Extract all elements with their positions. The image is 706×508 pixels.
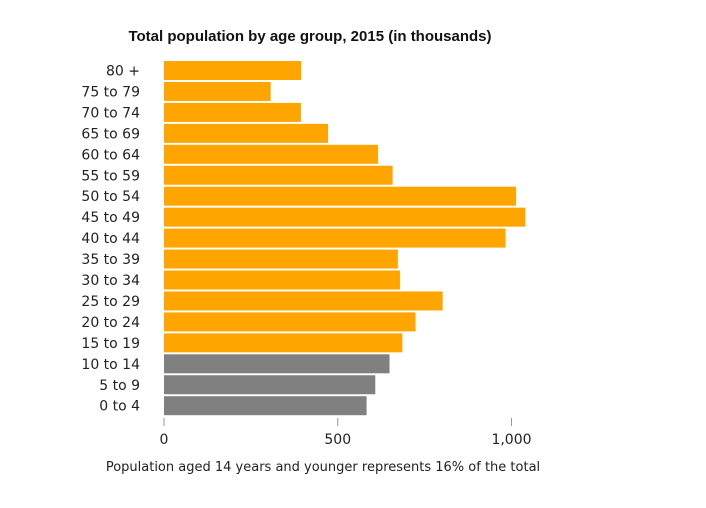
category-label: 60 to 64 xyxy=(81,147,140,163)
category-label: 70 to 74 xyxy=(81,105,140,121)
category-labels: 80 + 75 to 79 70 to 74 65 to 69 60 to 64 55 t… xyxy=(81,64,140,415)
bar-55-to-59 xyxy=(164,165,393,185)
category-label: 30 to 34 xyxy=(81,273,140,289)
bars-group xyxy=(164,61,526,416)
x-tick-label: 0 xyxy=(160,432,169,448)
bar-0-to-4 xyxy=(164,396,367,416)
category-label: 75 to 79 xyxy=(81,84,140,100)
bar-80 xyxy=(164,61,302,80)
bar-45-to-49 xyxy=(164,207,526,227)
category-label: 55 to 59 xyxy=(81,168,140,184)
category-label: 0 to 4 xyxy=(99,399,140,415)
category-label: 40 to 44 xyxy=(81,231,140,247)
category-label: 15 to 19 xyxy=(81,336,140,352)
bar-25-to-29 xyxy=(164,291,443,311)
category-label: 5 to 9 xyxy=(99,378,140,394)
bar-30-to-34 xyxy=(164,270,400,290)
bar-65-to-69 xyxy=(164,123,329,143)
x-axis: 0 500 1,000 xyxy=(160,418,532,448)
bar-60-to-64 xyxy=(164,144,379,164)
category-label: 45 to 49 xyxy=(81,210,140,226)
x-tick-label: 500 xyxy=(324,432,351,448)
category-label: 20 to 24 xyxy=(81,315,140,331)
chart-footnote: Population aged 14 years and younger rep… xyxy=(105,460,541,475)
bar-10-to-14 xyxy=(164,354,390,374)
chart-title: Total population by age group, 2015 (in … xyxy=(128,28,492,45)
bar-70-to-74 xyxy=(164,102,301,122)
bar-5-to-9 xyxy=(164,375,376,395)
category-label: 35 to 39 xyxy=(81,252,140,268)
bar-15-to-19 xyxy=(164,333,403,353)
category-label: 80 + xyxy=(106,64,140,80)
category-label: 65 to 69 xyxy=(81,126,140,142)
category-label: 50 to 54 xyxy=(81,189,140,205)
bar-75-to-79 xyxy=(164,81,271,101)
bar-40-to-44 xyxy=(164,228,506,248)
bar-35-to-39 xyxy=(164,249,398,269)
bar-50-to-54 xyxy=(164,186,517,206)
x-tick-label: 1,000 xyxy=(491,432,531,448)
category-label: 10 to 14 xyxy=(81,357,140,373)
category-label: 25 to 29 xyxy=(81,294,140,310)
bar-20-to-24 xyxy=(164,312,416,332)
bar-chart: 80 + 75 to 79 70 to 74 65 to 69 60 to 64 55 t… xyxy=(81,61,532,448)
